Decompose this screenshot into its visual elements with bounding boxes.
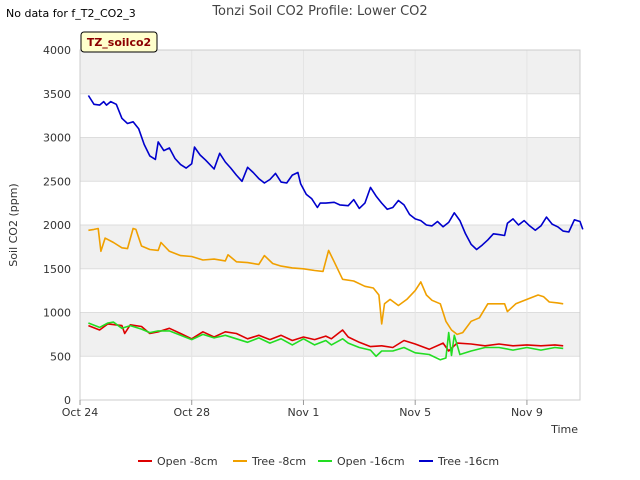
tz-soilco2-badge[interactable]: TZ_soilco2	[80, 31, 158, 53]
y-tick-label: 3500	[43, 88, 71, 101]
series-layer	[87, 95, 584, 361]
y-tick-label: 2000	[43, 219, 71, 232]
no-data-note: No data for f_T2_CO2_3	[6, 7, 136, 20]
x-tick-label: Nov 9	[511, 406, 543, 419]
plot-band	[80, 137, 580, 182]
legend-item-tree-8cm[interactable]: Tree -8cm	[233, 455, 306, 468]
plot-band	[80, 312, 580, 357]
series-line-open-8cm	[88, 323, 564, 352]
x-axis-title: Time	[550, 423, 578, 436]
legend-label: Open -16cm	[337, 455, 405, 468]
legend-label: Open -8cm	[157, 455, 218, 468]
chart-title: Tonzi Soil CO2 Profile: Lower CO2	[211, 4, 427, 19]
y-tick-label: 0	[64, 394, 71, 407]
legend-item-open-16cm[interactable]: Open -16cm	[318, 455, 405, 468]
series-line-open-16cm	[88, 321, 564, 361]
legend-item-open-8cm[interactable]: Open -8cm	[138, 455, 218, 468]
plot-bands	[80, 50, 580, 357]
plot-band	[80, 225, 580, 269]
x-axis-ticks: Oct 24 Oct 28 Nov 1 Nov 5 Nov 9	[62, 400, 543, 419]
y-axis-ticks: 0 500 1000 1500 2000 2500 3000 3500 4000	[43, 44, 71, 407]
y-tick-label: 3000	[43, 132, 71, 145]
x-tick-label: Oct 24	[62, 406, 99, 419]
series-line-tree-8cm	[88, 227, 564, 336]
series-line-tree-16cm	[87, 95, 584, 251]
x-tick-label: Nov 1	[287, 406, 319, 419]
x-tick-label: Nov 5	[399, 406, 431, 419]
badge-box	[80, 31, 158, 53]
y-tick-label: 4000	[43, 44, 71, 57]
y-tick-label: 500	[50, 350, 71, 363]
y-tick-label: 1500	[43, 263, 71, 276]
legend-label: Tree -8cm	[251, 455, 306, 468]
x-tick-label: Oct 28	[173, 406, 210, 419]
plot-band	[80, 50, 580, 94]
legend: Open -8cm Tree -8cm Open -16cm Tree -16cm	[138, 455, 499, 468]
y-axis-title: Soil CO2 (ppm)	[7, 183, 20, 266]
legend-label: Tree -16cm	[437, 455, 499, 468]
badge-label: TZ_soilco2	[87, 36, 151, 49]
y-tick-label: 2500	[43, 175, 71, 188]
y-tick-label: 1000	[43, 307, 71, 320]
plot-frame	[79, 49, 581, 401]
legend-item-tree-16cm[interactable]: Tree -16cm	[419, 455, 499, 468]
